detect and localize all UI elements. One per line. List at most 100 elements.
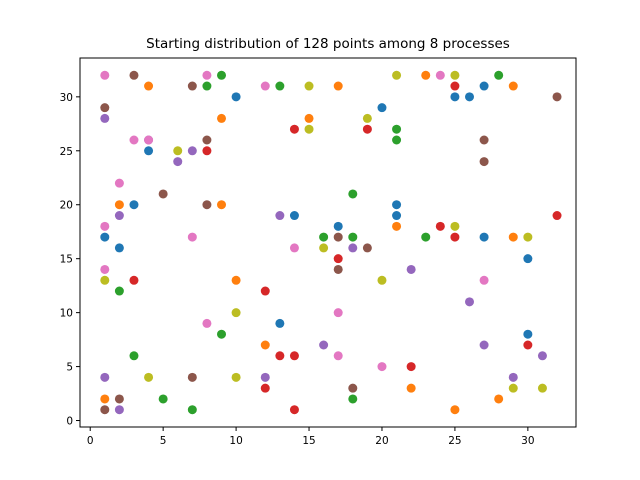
- data-point: [319, 340, 329, 350]
- data-point: [377, 103, 387, 113]
- data-point: [333, 264, 343, 274]
- data-point: [450, 70, 460, 80]
- y-tick-label: 0: [66, 416, 73, 428]
- data-point: [129, 351, 139, 361]
- data-point: [173, 157, 183, 167]
- data-point: [144, 81, 154, 91]
- data-point: [494, 394, 504, 404]
- y-tick-label: 15: [60, 254, 73, 266]
- data-point: [275, 81, 285, 91]
- data-point: [100, 232, 110, 242]
- data-point: [114, 394, 124, 404]
- data-point: [289, 243, 299, 253]
- data-point: [100, 264, 110, 274]
- data-point: [260, 383, 270, 393]
- data-point: [552, 211, 562, 221]
- data-point: [275, 351, 285, 361]
- data-point: [304, 124, 314, 134]
- data-point: [479, 135, 489, 145]
- data-point: [289, 211, 299, 221]
- data-point: [392, 211, 402, 221]
- data-point: [260, 81, 270, 91]
- axes-layer: 0 5 10 15 20 25 30 0 5 10 15 20 25 30: [60, 57, 577, 447]
- data-point: [537, 351, 547, 361]
- data-point: [552, 92, 562, 102]
- data-point: [523, 329, 533, 339]
- data-point: [392, 135, 402, 145]
- data-point: [187, 81, 197, 91]
- data-point: [465, 297, 475, 307]
- data-point: [114, 243, 124, 253]
- data-point: [144, 135, 154, 145]
- data-point: [187, 405, 197, 415]
- data-point: [406, 362, 416, 372]
- data-point: [187, 232, 197, 242]
- data-point: [479, 232, 489, 242]
- x-tick-label: 15: [302, 435, 315, 447]
- data-point: [392, 221, 402, 231]
- data-point: [406, 264, 416, 274]
- chart-title: Starting distribution of 128 points amon…: [146, 36, 510, 52]
- data-point: [450, 92, 460, 102]
- data-point: [333, 351, 343, 361]
- data-point: [333, 254, 343, 264]
- data-point: [158, 189, 168, 199]
- data-point: [231, 275, 241, 285]
- data-point: [333, 308, 343, 318]
- data-point: [100, 221, 110, 231]
- data-point: [377, 275, 387, 285]
- points-layer: [100, 70, 562, 415]
- data-point: [100, 275, 110, 285]
- data-point: [333, 232, 343, 242]
- data-point: [289, 124, 299, 134]
- data-point: [479, 157, 489, 167]
- data-point: [523, 232, 533, 242]
- data-point: [406, 383, 416, 393]
- data-point: [202, 146, 212, 156]
- data-point: [100, 405, 110, 415]
- data-point: [100, 103, 110, 113]
- data-point: [202, 70, 212, 80]
- x-tick-label: 5: [160, 435, 167, 447]
- data-point: [100, 394, 110, 404]
- data-point: [114, 405, 124, 415]
- data-point: [114, 211, 124, 221]
- data-point: [129, 200, 139, 210]
- data-point: [100, 113, 110, 123]
- data-point: [450, 232, 460, 242]
- data-point: [362, 113, 372, 123]
- data-point: [450, 81, 460, 91]
- data-point: [377, 362, 387, 372]
- data-point: [158, 394, 168, 404]
- data-point: [114, 200, 124, 210]
- data-point: [129, 275, 139, 285]
- data-point: [508, 372, 518, 382]
- data-point: [333, 221, 343, 231]
- data-point: [202, 135, 212, 145]
- y-tick-label: 30: [60, 92, 73, 104]
- x-tick-label: 30: [521, 435, 534, 447]
- data-point: [129, 135, 139, 145]
- data-point: [114, 286, 124, 296]
- data-point: [202, 200, 212, 210]
- y-tick-label: 20: [60, 200, 73, 212]
- data-point: [173, 146, 183, 156]
- x-tick-label: 25: [448, 435, 461, 447]
- data-point: [100, 372, 110, 382]
- data-point: [348, 394, 358, 404]
- data-point: [508, 383, 518, 393]
- data-point: [537, 383, 547, 393]
- data-point: [144, 372, 154, 382]
- data-point: [494, 70, 504, 80]
- data-point: [187, 372, 197, 382]
- data-point: [479, 275, 489, 285]
- data-point: [333, 81, 343, 91]
- x-tick-label: 20: [375, 435, 388, 447]
- data-point: [260, 340, 270, 350]
- data-point: [114, 178, 124, 188]
- data-point: [275, 211, 285, 221]
- data-point: [362, 243, 372, 253]
- data-point: [217, 329, 227, 339]
- data-point: [508, 232, 518, 242]
